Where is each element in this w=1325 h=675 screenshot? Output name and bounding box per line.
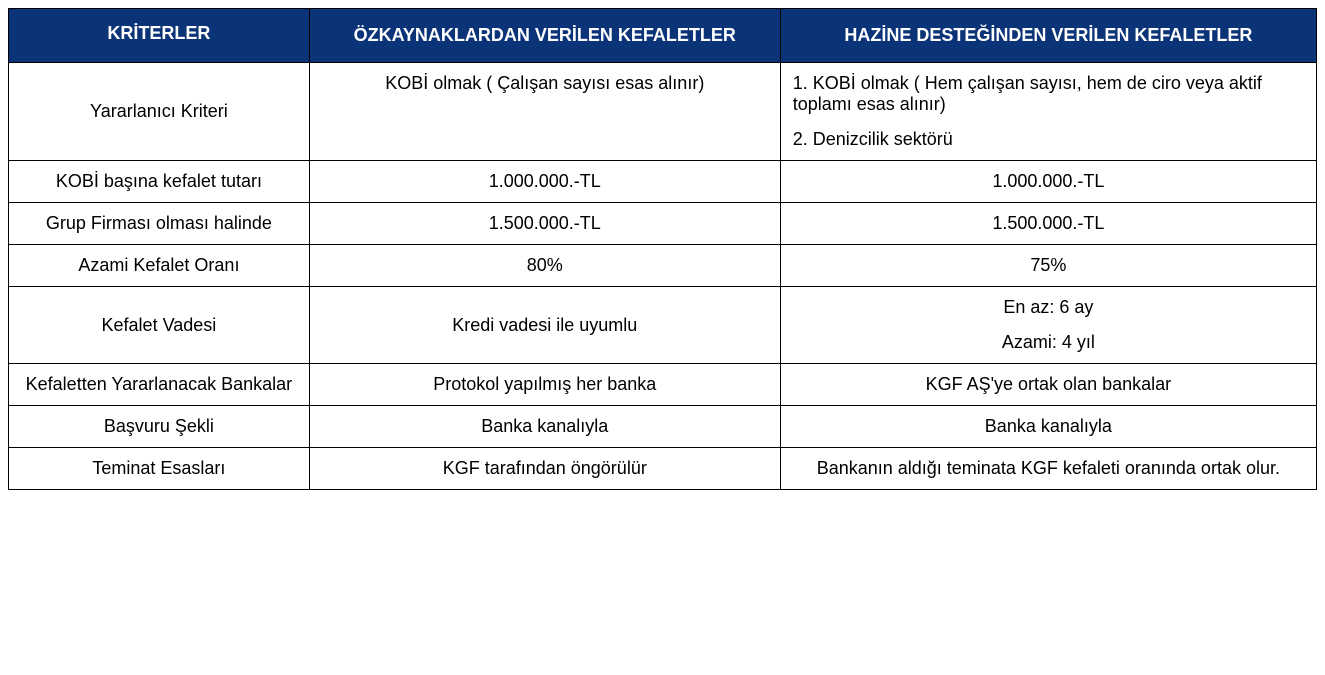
cell-ozkaynak: Banka kanalıyla [309,406,780,448]
cell-ozkaynak: 1.000.000.-TL [309,161,780,203]
table-row: KOBİ başına kefalet tutarı 1.000.000.-TL… [9,161,1317,203]
table-row: Yararlanıcı Kriteri KOBİ olmak ( Çalışan… [9,63,1317,161]
table-row: Teminat Esasları KGF tarafından öngörülü… [9,448,1317,490]
cell-hazine: 75% [780,245,1316,287]
cell-kriterler: Kefalet Vadesi [9,287,310,364]
table-row: Başvuru Şekli Banka kanalıyla Banka kana… [9,406,1317,448]
cell-hazine: Banka kanalıyla [780,406,1316,448]
table-row: Kefaletten Yararlanacak Bankalar Protoko… [9,364,1317,406]
cell-kriterler: Azami Kefalet Oranı [9,245,310,287]
cell-hazine-line: 1. KOBİ olmak ( Hem çalışan sayısı, hem … [793,73,1304,115]
header-kriterler: KRİTERLER [9,9,310,63]
cell-ozkaynak: Protokol yapılmış her banka [309,364,780,406]
cell-hazine: En az: 6 ay Azami: 4 yıl [780,287,1316,364]
cell-kriterler: Grup Firması olması halinde [9,203,310,245]
cell-hazine: 1.000.000.-TL [780,161,1316,203]
cell-ozkaynak: 1.500.000.-TL [309,203,780,245]
table-header-row: KRİTERLER ÖZKAYNAKLARDAN VERİLEN KEFALET… [9,9,1317,63]
cell-hazine: KGF AŞ'ye ortak olan bankalar [780,364,1316,406]
cell-kriterler: Başvuru Şekli [9,406,310,448]
kefalet-table: KRİTERLER ÖZKAYNAKLARDAN VERİLEN KEFALET… [8,8,1317,490]
cell-hazine: 1.500.000.-TL [780,203,1316,245]
cell-hazine-line: 2. Denizcilik sektörü [793,129,1304,150]
cell-ozkaynak: 80% [309,245,780,287]
table-row: Azami Kefalet Oranı 80% 75% [9,245,1317,287]
table-row: Kefalet Vadesi Kredi vadesi ile uyumlu E… [9,287,1317,364]
cell-ozkaynak: KGF tarafından öngörülür [309,448,780,490]
table-body: Yararlanıcı Kriteri KOBİ olmak ( Çalışan… [9,63,1317,490]
cell-kriterler: Yararlanıcı Kriteri [9,63,310,161]
cell-ozkaynak: Kredi vadesi ile uyumlu [309,287,780,364]
cell-hazine: 1. KOBİ olmak ( Hem çalışan sayısı, hem … [780,63,1316,161]
cell-ozkaynak: KOBİ olmak ( Çalışan sayısı esas alınır) [309,63,780,161]
cell-kriterler: Kefaletten Yararlanacak Bankalar [9,364,310,406]
table-header: KRİTERLER ÖZKAYNAKLARDAN VERİLEN KEFALET… [9,9,1317,63]
cell-hazine-line: Azami: 4 yıl [793,332,1304,353]
header-hazine: HAZİNE DESTEĞİNDEN VERİLEN KEFALETLER [780,9,1316,63]
cell-kriterler: KOBİ başına kefalet tutarı [9,161,310,203]
header-ozkaynak: ÖZKAYNAKLARDAN VERİLEN KEFALETLER [309,9,780,63]
cell-hazine: Bankanın aldığı teminata KGF kefaleti or… [780,448,1316,490]
cell-kriterler: Teminat Esasları [9,448,310,490]
table-row: Grup Firması olması halinde 1.500.000.-T… [9,203,1317,245]
cell-hazine-line: En az: 6 ay [793,297,1304,318]
